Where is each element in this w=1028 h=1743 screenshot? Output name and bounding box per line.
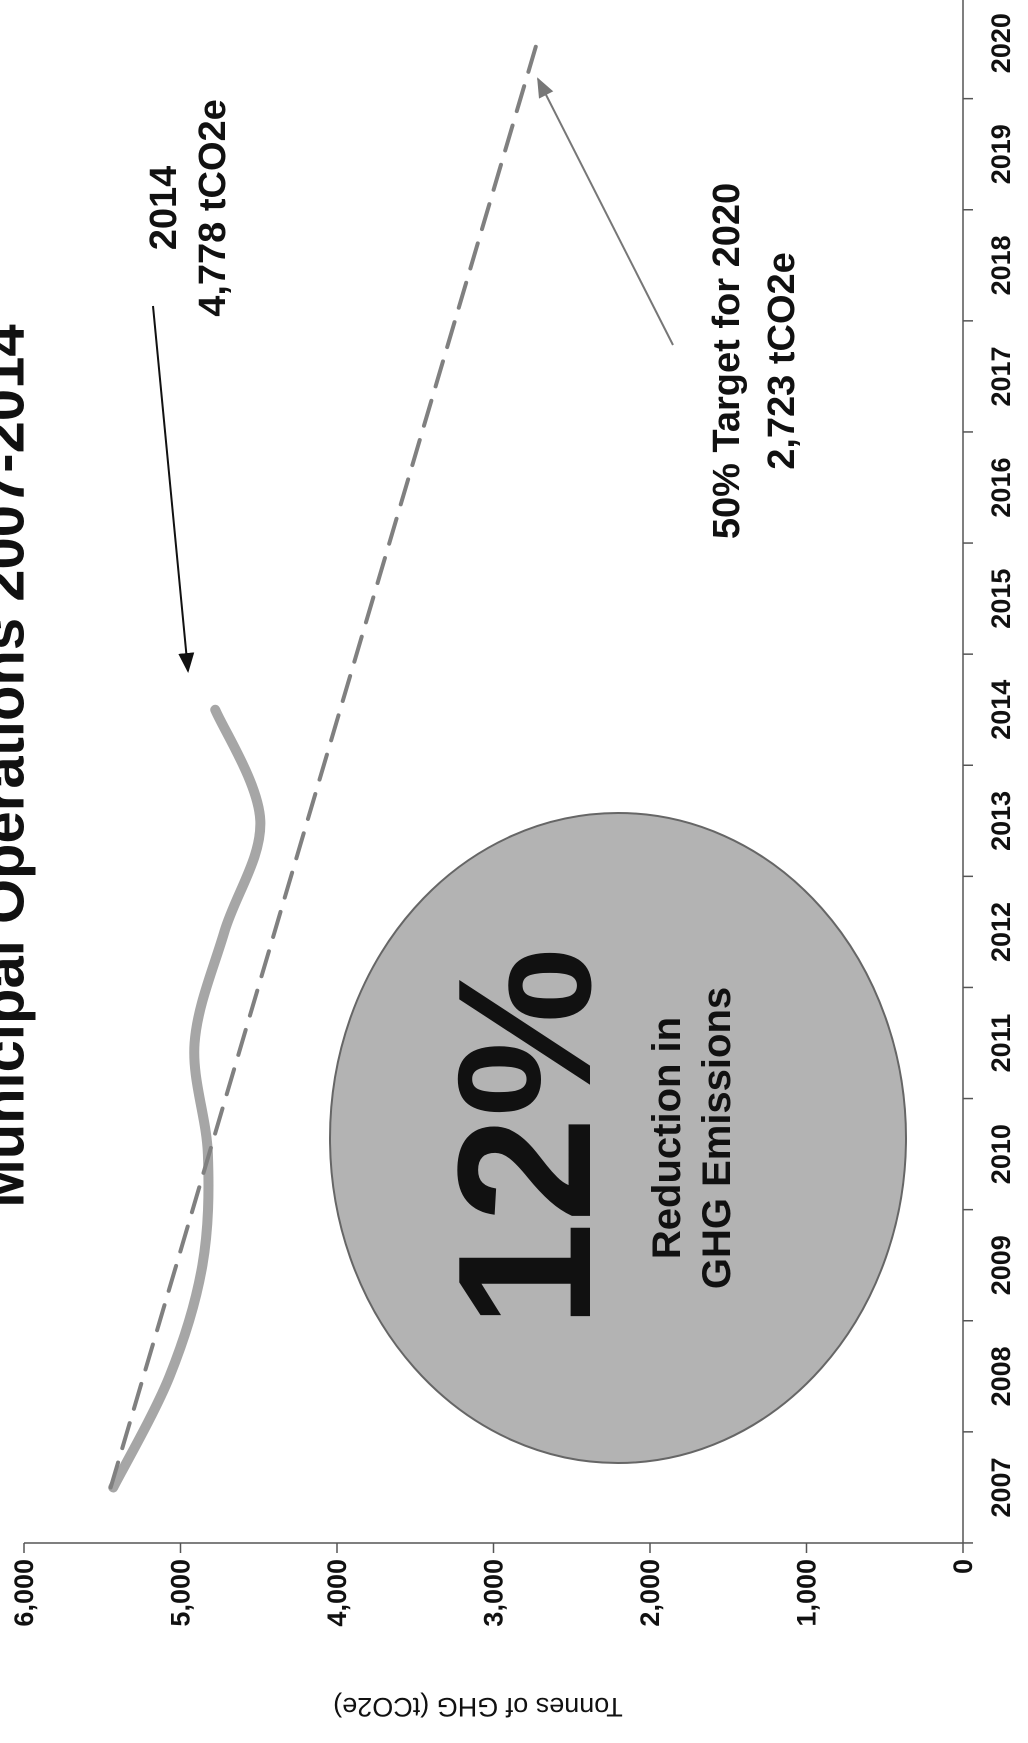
y-tick-label: 3,000 [479,1559,509,1627]
x-tick-label: 2020 [986,13,1016,73]
x-tick-label: 2008 [986,1346,1016,1406]
x-tick-label: 2012 [986,902,1016,962]
rotated-plot: Municipal Operations 2007-2014 Tonnes of… [0,0,1016,1722]
y-tick-label: 4,000 [322,1559,352,1627]
annotation-arrow [152,305,195,673]
y-axis-title: Tonnes of GHG (tCO2e) [333,1692,623,1722]
x-tick-label: 2016 [986,458,1016,518]
x-tick-label: 2013 [986,791,1016,851]
reduction-text: Reduction in [645,1017,689,1259]
x-tick-label: 2011 [986,1014,1016,1073]
reduction-percent: 12% [419,948,631,1328]
annotation-arrow [537,77,674,346]
x-tick-label: 2019 [986,124,1016,184]
x-tick-label: 2017 [986,346,1016,406]
emissions-line [108,704,266,1493]
y-tick-label: 5,000 [166,1559,196,1627]
annotation: 50% Target for 2020 [706,183,748,539]
y-tick-label: 1,000 [792,1559,822,1627]
annotation: 2,723 tCO2e [761,252,803,470]
x-tick-label: 2014 [986,680,1016,740]
y-tick-label: 2,000 [635,1559,665,1627]
chart-title: Municipal Operations 2007-2014 [0,324,37,1207]
annotation: 4,778 tCO2e [192,99,234,317]
y-tick-label: 6,000 [9,1559,39,1627]
x-tick-label: 2009 [986,1235,1016,1295]
reduction-text: GHG Emissions [695,987,739,1289]
annotation: 2014 [143,166,185,251]
x-tick-label: 2007 [986,1457,1016,1517]
highlight-bubble [329,812,907,1464]
x-tick-label: 2010 [986,1124,1016,1184]
x-tick-label: 2015 [986,569,1016,629]
y-tick-label: 0 [948,1559,978,1574]
target-line [108,41,539,1490]
x-tick-label: 2018 [986,235,1016,295]
